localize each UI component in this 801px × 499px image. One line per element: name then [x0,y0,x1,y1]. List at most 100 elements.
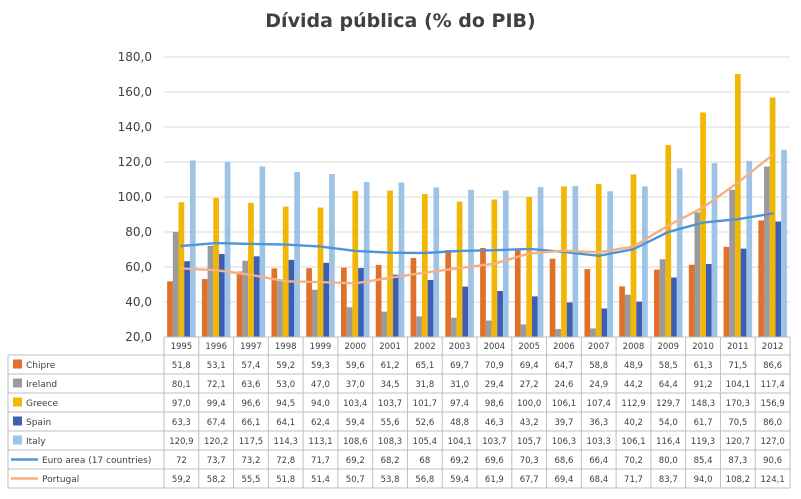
data-label: 61,2 [381,361,400,371]
bar-italy [607,191,613,337]
bar-italy [746,160,753,337]
bar-italy [676,168,683,337]
bar-chipre [410,258,417,337]
data-label: 51,4 [311,475,330,485]
bar-chipre [445,250,452,337]
x-tick-label: 2010 [692,342,714,352]
data-label: 24,6 [554,380,573,390]
data-label: 103,4 [343,399,367,409]
y-tick-label: 80,0 [125,225,152,239]
data-label: 46,3 [485,418,504,428]
data-label: 101,7 [413,399,437,409]
data-label: 104,1 [726,380,750,390]
bar-greece [665,145,672,337]
data-label: 43,2 [520,418,539,428]
bar-greece [734,73,741,337]
data-label: 112,9 [621,399,645,409]
bar-italy [398,182,405,337]
bar-ireland [659,259,666,337]
bar-chipre [201,279,208,337]
bar-ireland [451,317,457,337]
data-label: 113,1 [308,437,332,447]
data-label: 64,1 [276,418,295,428]
y-tick-label: 40,0 [125,295,152,309]
data-label: 120,2 [204,437,228,447]
data-label: 34,5 [381,380,400,390]
bar-italy [781,149,787,337]
data-label: 61,9 [485,475,504,485]
data-label: 57,4 [241,361,260,371]
data-label: 24,9 [589,380,608,390]
data-label: 70,9 [485,361,504,371]
bar-spain [392,274,399,337]
data-label: 48,8 [450,418,469,428]
data-label: 27,2 [520,380,539,390]
bar-ireland [277,279,283,337]
legend-key [13,359,22,369]
data-label: 69,6 [485,456,504,466]
data-label: 63,6 [241,380,260,390]
data-label: 72,8 [276,456,295,466]
bar-greece [387,190,393,337]
data-label: 58,2 [207,475,226,485]
bar-chipre [654,269,660,337]
data-label: 107,4 [587,399,611,409]
y-tick-label: 20,0 [125,330,152,344]
data-label: 105,7 [517,437,541,447]
bar-italy [711,163,718,337]
data-label: 108,2 [726,475,750,485]
bar-greece [248,202,254,337]
data-label: 72,1 [207,380,226,390]
data-label: 80,0 [659,456,678,466]
data-label: 116,4 [656,437,680,447]
data-label: 127,0 [760,437,784,447]
bar-ireland [764,166,770,337]
data-label: 62,4 [311,418,330,428]
data-label: 71,5 [728,361,747,371]
data-label: 70,2 [624,456,643,466]
bar-spain [532,296,538,337]
bar-spain [184,261,190,337]
legend-key [13,397,22,407]
data-label: 58,5 [659,361,678,371]
data-label: 108,6 [343,437,367,447]
data-label: 69,4 [554,475,573,485]
bar-spain [740,248,747,337]
legend-label: Chipre [26,361,56,371]
bar-greece [561,186,567,337]
bar-spain [566,302,573,337]
data-label: 106,1 [552,399,576,409]
data-label: 106,1 [621,437,645,447]
x-tick-label: 2009 [657,342,679,352]
bar-chipre [688,264,695,337]
y-tick-label: 180,0 [118,50,152,64]
bar-chipre [306,268,312,337]
data-label: 56,8 [415,475,434,485]
data-label: 53,1 [207,361,226,371]
data-label: 59,3 [311,361,330,371]
bar-greece [213,198,220,337]
bar-italy [572,185,579,337]
bar-italy [502,190,509,337]
bar-ireland [520,324,527,337]
bar-greece [630,174,637,337]
data-label: 148,3 [691,399,715,409]
data-label: 69,2 [346,456,365,466]
data-label: 99,4 [207,399,226,409]
data-label: 64,7 [554,361,573,371]
bar-spain [601,308,608,337]
bar-italy [642,186,648,337]
data-label: 47,0 [311,380,330,390]
legend-label: Euro area (17 countries) [42,456,151,466]
x-tick-label: 2011 [727,342,749,352]
legend-key [13,378,22,388]
data-label: 64,4 [659,380,678,390]
bar-chipre [584,269,591,337]
bar-spain [253,256,260,337]
data-label: 72 [176,456,187,466]
data-label: 68,6 [554,456,573,466]
bar-ireland [624,294,631,337]
bar-greece [178,202,185,337]
data-label: 68,4 [589,475,608,485]
y-tick-label: 120,0 [118,155,152,169]
